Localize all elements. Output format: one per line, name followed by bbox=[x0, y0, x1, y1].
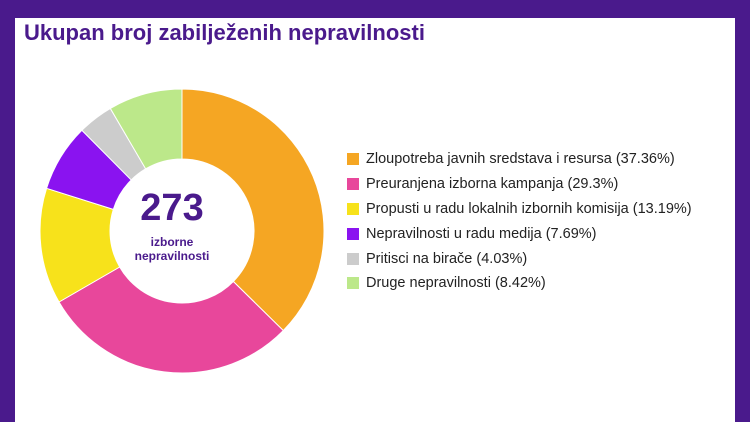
chart-legend: Zloupotreba javnih sredstava i resursa (… bbox=[347, 147, 692, 296]
legend-label: Zloupotreba javnih sredstava i resursa (… bbox=[366, 151, 675, 168]
legend-swatch bbox=[347, 277, 359, 290]
legend-label: Preuranjena izborna kampanja (29.3%) bbox=[366, 176, 619, 193]
donut-slice-1 bbox=[181, 88, 325, 332]
donut-slice-2 bbox=[58, 266, 284, 374]
center-label-line2: nepravilnosti bbox=[134, 249, 210, 263]
center-total-label: izborne nepravilnosti bbox=[98, 235, 246, 263]
center-total-count: 273 bbox=[140, 187, 204, 229]
legend-label: Druge nepravilnosti (8.42%) bbox=[366, 275, 546, 292]
legend-item-3: Propusti u radu lokalnih izbornih komisi… bbox=[347, 197, 692, 222]
donut-slice-6 bbox=[109, 88, 183, 170]
center-label-line1: izborne bbox=[150, 235, 194, 249]
legend-swatch bbox=[347, 153, 359, 166]
legend-label: Propusti u radu lokalnih izbornih komisi… bbox=[366, 200, 692, 217]
legend-swatch bbox=[347, 252, 359, 265]
legend-item-4: Nepravilnosti u radu medija (7.69%) bbox=[347, 221, 692, 246]
legend-swatch bbox=[347, 202, 359, 215]
legend-swatch bbox=[347, 227, 359, 240]
legend-item-1: Zloupotreba javnih sredstava i resursa (… bbox=[347, 147, 692, 172]
legend-item-2: Preuranjena izborna kampanja (29.3%) bbox=[347, 172, 692, 197]
legend-item-6: Druge nepravilnosti (8.42%) bbox=[347, 271, 692, 296]
legend-item-5: Pritisci na birače (4.03%) bbox=[347, 246, 692, 271]
legend-label: Nepravilnosti u radu medija (7.69%) bbox=[366, 225, 597, 242]
chart-title: Ukupan broj zabilježenih nepravilnosti bbox=[24, 20, 425, 45]
donut-chart bbox=[39, 88, 325, 374]
legend-label: Pritisci na birače (4.03%) bbox=[366, 250, 528, 267]
legend-swatch bbox=[347, 178, 359, 191]
